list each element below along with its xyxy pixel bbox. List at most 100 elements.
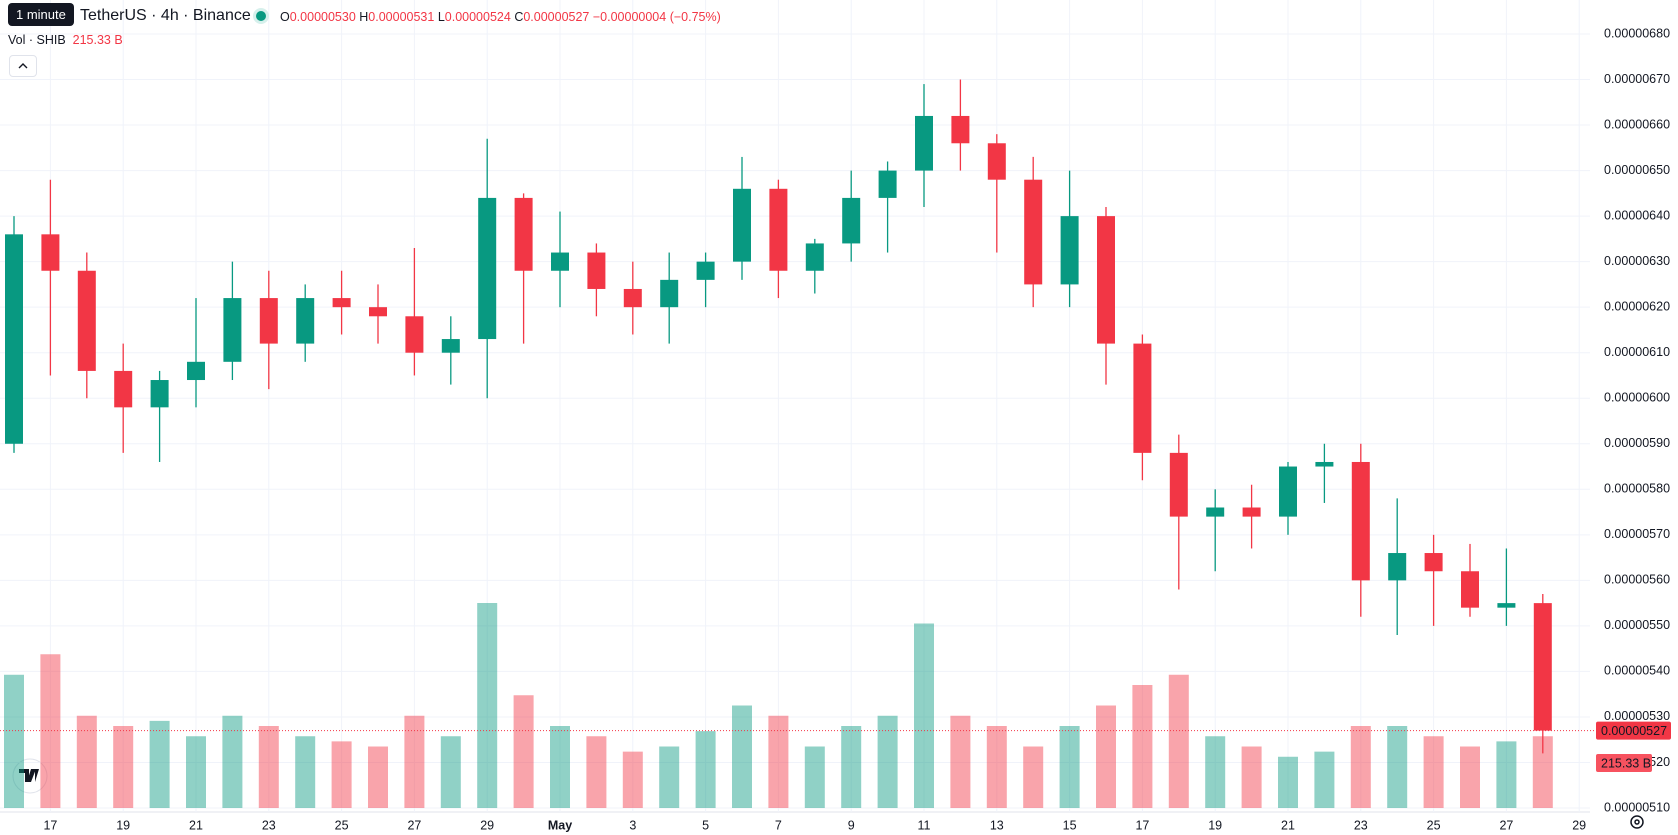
volume-bar	[113, 726, 134, 808]
volume-bar	[331, 741, 352, 808]
volume-bar	[1241, 746, 1262, 808]
candle-body	[769, 188, 788, 271]
x-tick-label: 5	[702, 818, 709, 832]
volume-bar	[404, 715, 425, 808]
candle-body	[1097, 216, 1115, 344]
candle-body	[696, 261, 715, 280]
volume-bar	[1496, 741, 1517, 808]
x-tick-label: 23	[262, 818, 276, 832]
volume-bar	[76, 715, 97, 808]
volume-bar	[950, 715, 971, 808]
x-tick-label: 15	[1063, 818, 1077, 832]
volume-label: Vol · SHIB	[8, 33, 66, 47]
y-tick-label: 0.00000570	[1604, 527, 1670, 541]
candle-body	[1497, 603, 1516, 608]
volume-value: 215.33 B	[72, 33, 123, 47]
candle-body	[951, 115, 970, 144]
ohlc-row: O0.00000530 H0.00000531 L0.00000524 C0.0…	[280, 10, 721, 24]
candle-body	[514, 197, 533, 271]
candle-body	[623, 288, 642, 308]
candle-body	[441, 339, 460, 353]
high-value: 0.00000531	[368, 10, 435, 24]
candle-body	[223, 298, 242, 362]
x-tick-label: 11	[918, 818, 931, 832]
candle-body	[1242, 507, 1261, 517]
volume-bar	[149, 720, 170, 808]
collapse-button[interactable]	[9, 55, 37, 77]
candle-body	[1315, 461, 1334, 467]
candle-body	[478, 197, 497, 340]
volume-bar	[804, 746, 825, 808]
y-tick-label: 0.00000580	[1604, 482, 1670, 496]
volume-bar	[1350, 726, 1371, 808]
volume-bar	[768, 715, 789, 808]
volume-bar	[1532, 736, 1553, 808]
candle-body	[1206, 507, 1225, 517]
x-tick-label: 27	[407, 818, 421, 832]
volume-bar	[1387, 726, 1408, 808]
grid	[0, 0, 1590, 812]
x-tick-label: 13	[990, 818, 1004, 832]
volume-bar	[1096, 705, 1116, 808]
candle-body	[150, 380, 169, 408]
volume-bar	[1460, 746, 1480, 808]
y-tick-label: 0.00000510	[1604, 800, 1670, 814]
candle-body	[1024, 179, 1043, 285]
candle-body	[187, 361, 205, 381]
y-tick-label: 0.00000590	[1604, 436, 1670, 450]
volume-bar	[513, 695, 534, 808]
open-value: 0.00000530	[289, 10, 356, 24]
volume-bar	[1423, 736, 1444, 808]
x-tick-label: 19	[1208, 818, 1222, 832]
volume-bar	[4, 674, 24, 808]
candle-body	[41, 234, 60, 271]
candle-body	[987, 143, 1006, 180]
y-tick-label: 0.00000610	[1604, 345, 1670, 359]
volume-bar	[914, 623, 934, 808]
x-tick-label: 25	[1427, 818, 1441, 832]
y-tick-label: 0.00000560	[1604, 573, 1670, 587]
close-label: C	[514, 10, 524, 24]
status-dot	[256, 11, 266, 21]
x-tick-label: 29	[1572, 818, 1586, 832]
symbol-title[interactable]: TetherUS · 4h · Binance	[80, 7, 251, 24]
y-tick-label: 0.00000600	[1604, 391, 1670, 405]
volume-bar	[841, 726, 862, 808]
volume-bar	[622, 751, 643, 808]
candle-body	[915, 115, 933, 171]
volume-bar	[1314, 751, 1335, 808]
volume-row: Vol · SHIB 215.33 B	[8, 33, 123, 47]
candle-body	[1279, 466, 1297, 517]
volume-bar	[368, 746, 388, 808]
volume-bar	[1023, 746, 1044, 808]
y-tick-label: 0.00000660	[1604, 117, 1670, 131]
volume-bars	[4, 603, 1553, 808]
y-tick-label: 0.00000530	[1604, 709, 1670, 723]
volume-bar	[1059, 726, 1080, 808]
candle-body	[5, 234, 23, 444]
volume-bar	[1278, 756, 1298, 808]
close-value: 0.00000527	[523, 10, 590, 24]
change-value: −0.00000004 (−0.75%)	[592, 10, 721, 24]
candle-body	[660, 279, 679, 308]
candle-body	[1533, 603, 1552, 731]
tradingview-logo	[12, 758, 48, 794]
last-volume-label: 215.33 B	[1601, 756, 1651, 770]
candle-body	[733, 188, 751, 262]
candles	[5, 79, 1552, 754]
candle-body	[259, 298, 278, 344]
last-price-tag	[1596, 721, 1671, 740]
low-label: L	[437, 10, 445, 24]
candle-body	[405, 316, 424, 353]
candle-body	[805, 243, 824, 271]
candle-body	[551, 252, 569, 271]
volume-bar	[659, 746, 680, 808]
volume-bar	[1168, 674, 1189, 808]
settings-icon[interactable]	[1630, 815, 1644, 829]
x-tick-label: May	[548, 818, 572, 832]
x-tick-label: 29	[480, 818, 494, 832]
x-tick-label: 17	[1135, 818, 1149, 832]
candle-body	[114, 370, 133, 408]
volume-bar	[877, 715, 898, 808]
